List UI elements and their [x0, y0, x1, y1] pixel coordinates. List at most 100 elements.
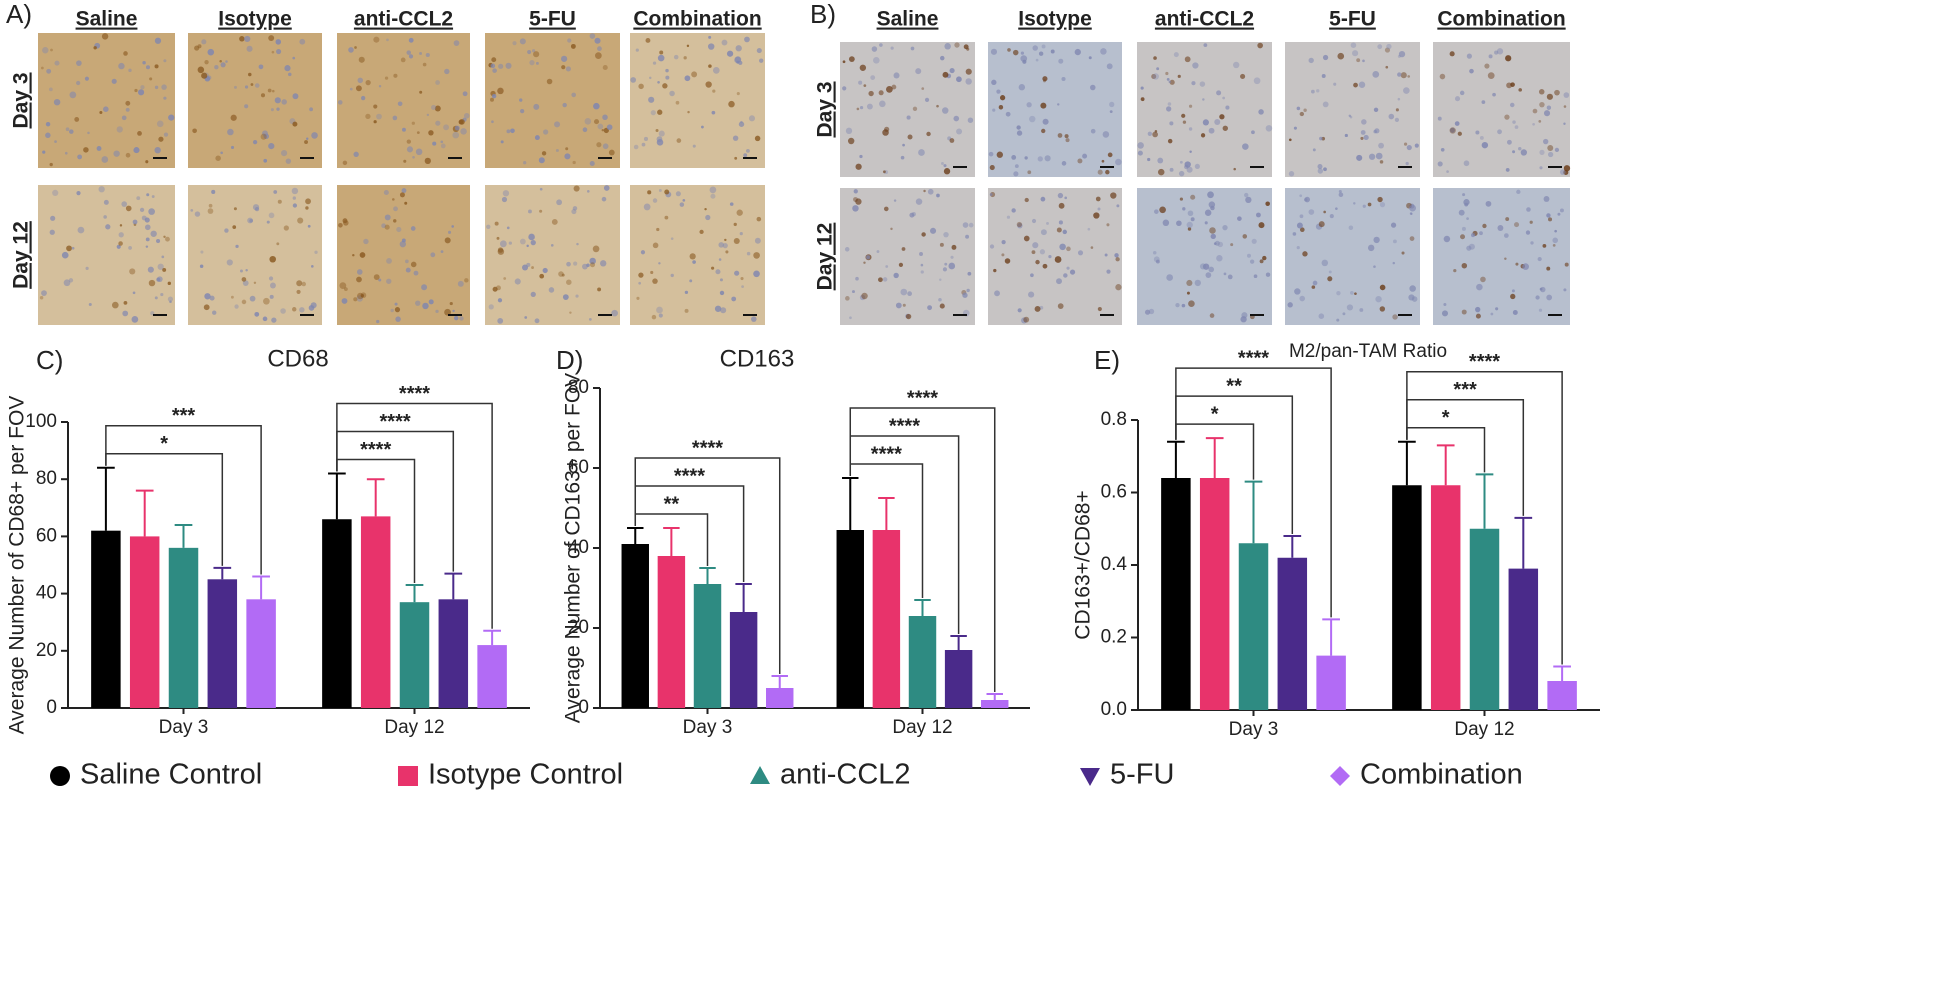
cell — [422, 302, 429, 310]
cell — [373, 104, 378, 109]
cell — [1539, 149, 1545, 155]
cell — [906, 115, 911, 120]
cell — [1449, 127, 1455, 133]
cell — [1554, 89, 1560, 96]
cell — [898, 262, 904, 268]
cell — [428, 130, 434, 136]
cell — [1005, 111, 1011, 117]
cell — [936, 193, 940, 198]
cell — [1514, 222, 1520, 228]
cell — [1179, 160, 1183, 164]
cell — [1166, 106, 1172, 112]
cell — [512, 41, 517, 46]
cell — [567, 38, 572, 43]
cell — [890, 227, 893, 231]
cell — [162, 267, 167, 272]
legend-marker — [398, 766, 418, 786]
cell — [1167, 138, 1173, 144]
cell — [1538, 120, 1542, 123]
cell — [1466, 53, 1472, 59]
significance-label: **** — [907, 387, 938, 409]
cell — [753, 252, 760, 259]
cell — [539, 273, 545, 279]
cell — [1259, 259, 1264, 264]
cell — [1375, 152, 1383, 160]
cell — [1153, 56, 1157, 60]
bar — [207, 579, 238, 708]
cell — [1356, 58, 1361, 63]
cell — [1540, 286, 1546, 293]
bar — [657, 556, 686, 708]
cell — [1361, 119, 1367, 125]
cell — [711, 266, 715, 270]
cell — [1495, 307, 1499, 311]
cell — [991, 79, 997, 86]
cell — [739, 232, 743, 236]
cell — [1257, 42, 1263, 49]
significance-bracket — [105, 453, 224, 566]
cell — [1186, 279, 1193, 287]
cell — [254, 311, 260, 317]
cell — [849, 316, 852, 320]
cell — [232, 225, 237, 229]
cell — [893, 272, 899, 279]
cell — [670, 237, 674, 241]
cell — [1031, 218, 1037, 224]
cell — [440, 250, 444, 254]
cell — [214, 65, 219, 70]
cell — [1115, 284, 1122, 291]
significance-label: **** — [871, 443, 902, 465]
cell — [638, 272, 644, 278]
cell — [920, 270, 924, 274]
cell — [142, 60, 146, 65]
cell — [244, 35, 251, 43]
cell — [1288, 171, 1295, 177]
cell — [154, 296, 158, 300]
cell — [1097, 169, 1103, 175]
cell — [76, 80, 81, 86]
cell — [533, 51, 540, 58]
cell — [1505, 217, 1510, 221]
cell — [1256, 212, 1261, 218]
legend-marker — [750, 766, 770, 784]
cell — [1090, 84, 1096, 91]
cell — [522, 264, 529, 271]
cell — [215, 155, 221, 161]
bar — [91, 530, 121, 708]
cell — [283, 225, 289, 231]
bar — [322, 519, 352, 708]
cell — [1321, 74, 1326, 78]
cell — [272, 89, 275, 93]
cell — [1515, 262, 1519, 266]
cell — [1219, 114, 1225, 120]
cell — [1061, 76, 1066, 82]
cell — [1377, 44, 1383, 50]
cell — [910, 46, 915, 51]
cell — [1222, 96, 1226, 100]
significance-label: * — [1442, 407, 1450, 429]
cell — [915, 198, 923, 205]
cell — [1514, 125, 1519, 129]
cell — [575, 294, 579, 298]
cell — [754, 135, 761, 142]
cell — [989, 244, 995, 249]
cell — [1222, 125, 1228, 131]
cell — [519, 38, 526, 45]
cell — [533, 103, 540, 110]
cell — [1352, 50, 1359, 57]
cell — [733, 237, 740, 244]
cell — [292, 196, 296, 200]
cell — [1040, 196, 1046, 202]
cell — [1223, 272, 1227, 276]
cell — [1244, 192, 1249, 198]
cell — [1178, 170, 1185, 177]
bar — [168, 547, 199, 708]
cell — [715, 269, 721, 275]
cell — [1375, 295, 1382, 303]
cell — [861, 292, 868, 300]
cell — [859, 105, 864, 110]
micrograph — [988, 188, 1122, 325]
cell — [492, 68, 497, 73]
cell — [453, 40, 460, 47]
cell — [154, 146, 161, 154]
